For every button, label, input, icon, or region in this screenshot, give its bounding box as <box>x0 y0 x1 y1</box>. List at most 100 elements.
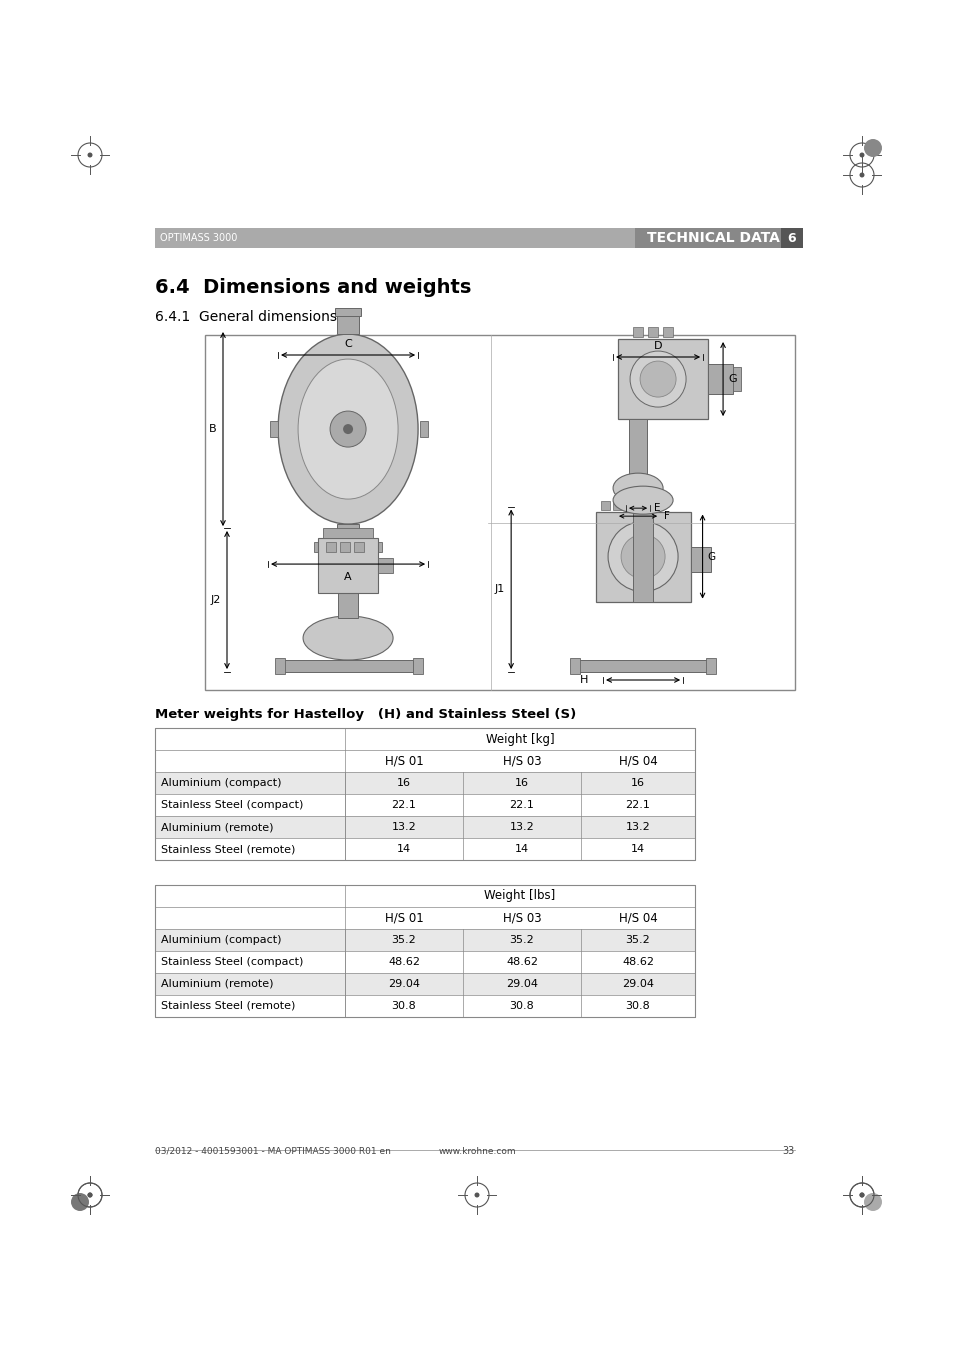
Text: Aluminium (compact): Aluminium (compact) <box>161 936 281 945</box>
Circle shape <box>629 351 685 408</box>
Bar <box>154 838 695 860</box>
Circle shape <box>859 1192 863 1197</box>
Text: 29.04: 29.04 <box>621 979 654 990</box>
Bar <box>154 728 695 860</box>
Text: Aluminium (remote): Aluminium (remote) <box>161 979 274 990</box>
Circle shape <box>620 535 664 579</box>
Circle shape <box>88 1192 92 1197</box>
Bar <box>323 528 373 539</box>
Text: E: E <box>654 504 659 513</box>
Text: B: B <box>209 424 216 435</box>
Text: C: C <box>344 339 352 350</box>
Text: 16: 16 <box>515 778 529 788</box>
Bar <box>662 327 673 338</box>
Circle shape <box>638 552 647 562</box>
Circle shape <box>859 153 863 158</box>
Text: A: A <box>344 572 352 582</box>
Bar <box>578 660 707 672</box>
Bar <box>317 539 377 593</box>
Text: Stainless Steel (remote): Stainless Steel (remote) <box>161 1000 295 1011</box>
Bar <box>354 541 364 552</box>
Ellipse shape <box>303 616 393 660</box>
Text: 29.04: 29.04 <box>388 979 419 990</box>
Text: H/S 03: H/S 03 <box>502 755 540 768</box>
Bar <box>326 541 335 552</box>
Bar <box>690 547 710 571</box>
Bar <box>595 512 690 602</box>
Text: H: H <box>579 675 587 684</box>
Bar <box>633 508 653 602</box>
Bar <box>781 228 802 248</box>
Bar <box>354 543 381 552</box>
Text: 16: 16 <box>630 778 644 788</box>
Circle shape <box>330 412 366 447</box>
Text: H/S 04: H/S 04 <box>618 911 657 925</box>
Circle shape <box>859 173 863 177</box>
Text: 22.1: 22.1 <box>509 801 534 810</box>
Bar <box>647 327 658 338</box>
Text: H/S 04: H/S 04 <box>618 755 657 768</box>
Text: D: D <box>653 342 661 351</box>
Bar <box>618 339 707 418</box>
Circle shape <box>859 1192 863 1197</box>
Bar <box>336 524 358 539</box>
Text: 13.2: 13.2 <box>509 822 534 832</box>
Text: 22.1: 22.1 <box>625 801 650 810</box>
Text: 30.8: 30.8 <box>509 1000 534 1011</box>
Text: OPTIMASS 3000: OPTIMASS 3000 <box>160 234 237 243</box>
Bar <box>154 815 695 838</box>
Text: Aluminium (remote): Aluminium (remote) <box>161 822 274 832</box>
Bar <box>705 657 716 674</box>
Text: 6: 6 <box>787 231 796 244</box>
Bar <box>413 657 422 674</box>
Text: 48.62: 48.62 <box>621 957 654 967</box>
Text: 30.8: 30.8 <box>625 1000 650 1011</box>
Circle shape <box>88 153 92 158</box>
Text: H/S 03: H/S 03 <box>502 911 540 925</box>
Circle shape <box>343 424 353 435</box>
Text: 35.2: 35.2 <box>392 936 416 945</box>
Bar <box>154 995 695 1017</box>
Ellipse shape <box>277 333 417 524</box>
Text: 14: 14 <box>515 844 529 855</box>
Text: www.krohne.com: www.krohne.com <box>437 1148 516 1156</box>
Text: 13.2: 13.2 <box>392 822 416 832</box>
Ellipse shape <box>613 472 662 504</box>
Circle shape <box>607 521 678 591</box>
Text: Weight [lbs]: Weight [lbs] <box>484 890 555 903</box>
Text: 48.62: 48.62 <box>388 957 419 967</box>
Circle shape <box>71 1193 89 1211</box>
Bar <box>314 543 342 552</box>
Bar <box>624 501 633 509</box>
Text: TECHNICAL DATA: TECHNICAL DATA <box>646 231 780 244</box>
Text: Weight [kg]: Weight [kg] <box>485 733 554 745</box>
Text: H/S 01: H/S 01 <box>384 911 423 925</box>
Bar <box>274 657 285 674</box>
Bar <box>283 660 413 672</box>
Bar <box>707 364 732 394</box>
Text: Aluminium (compact): Aluminium (compact) <box>161 778 281 788</box>
Ellipse shape <box>613 486 673 514</box>
Bar <box>633 327 642 338</box>
Bar <box>339 541 350 552</box>
Circle shape <box>863 139 882 157</box>
Text: 29.04: 29.04 <box>505 979 537 990</box>
Text: 14: 14 <box>630 844 644 855</box>
Bar <box>154 950 695 973</box>
Circle shape <box>863 1193 882 1211</box>
Text: Meter weights for Hastelloy   (H) and Stainless Steel (S): Meter weights for Hastelloy (H) and Stai… <box>154 707 576 721</box>
Bar <box>154 929 695 950</box>
Text: 22.1: 22.1 <box>391 801 416 810</box>
Text: Stainless Steel (compact): Stainless Steel (compact) <box>161 957 303 967</box>
Bar <box>154 228 635 248</box>
Text: Stainless Steel (compact): Stainless Steel (compact) <box>161 801 303 810</box>
Text: H/S 01: H/S 01 <box>384 755 423 768</box>
Ellipse shape <box>297 359 397 500</box>
Text: 16: 16 <box>396 778 411 788</box>
Text: 03/2012 - 4001593001 - MA OPTIMASS 3000 R01 en: 03/2012 - 4001593001 - MA OPTIMASS 3000 … <box>154 1148 391 1156</box>
Bar <box>635 228 789 248</box>
Text: 6.4  Dimensions and weights: 6.4 Dimensions and weights <box>154 278 471 297</box>
Text: 6.4.1  General dimensions: 6.4.1 General dimensions <box>154 310 336 324</box>
Bar <box>600 501 609 509</box>
Text: 48.62: 48.62 <box>505 957 537 967</box>
